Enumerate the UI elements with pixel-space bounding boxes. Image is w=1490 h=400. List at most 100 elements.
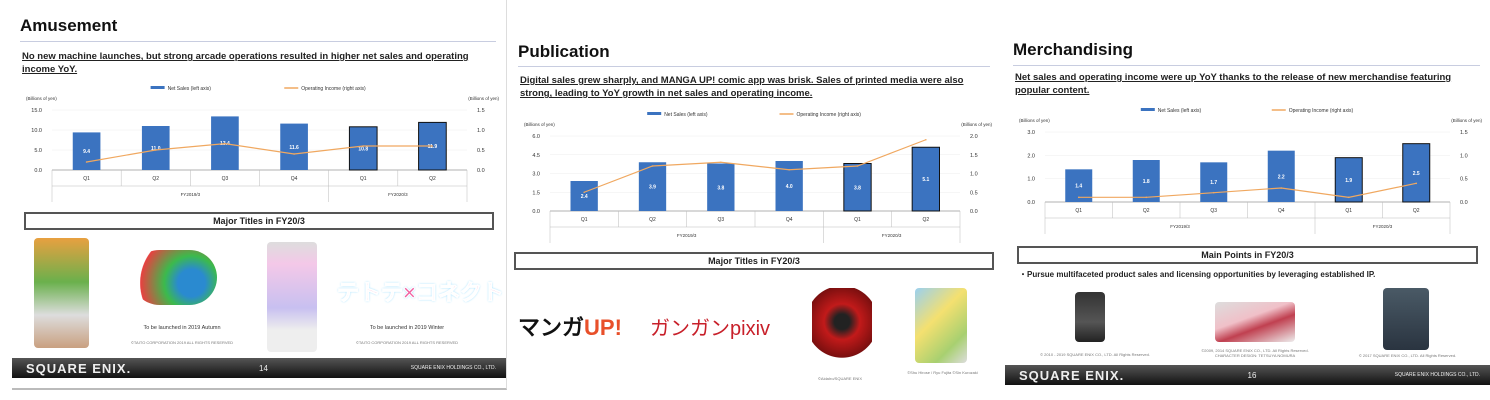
figure-image	[1075, 292, 1105, 342]
point-operating-income	[85, 161, 88, 163]
point-operating-income	[1145, 196, 1148, 199]
x-tick-label: Q3	[1210, 208, 1217, 214]
figure-image	[1383, 288, 1429, 350]
bar-data-label: 3.8	[717, 185, 724, 191]
y-axis-unit: (Billions of yen)	[26, 96, 57, 101]
copyright: ©Shu Hirose / Ryu Fujita ©Sin Kurozaki	[907, 370, 978, 375]
y2-tick-label: 1.5	[970, 153, 978, 159]
y-tick-label: 1.0	[1027, 177, 1035, 183]
bar-data-label: 2.5	[1413, 171, 1420, 177]
y2-tick-label: 0.0	[477, 168, 485, 174]
caption: To be launched in 2019 Winter	[369, 325, 445, 331]
bar-data-label: 9.4	[83, 149, 90, 155]
x-tick-label: Q1	[1075, 208, 1082, 214]
point-operating-income	[651, 165, 654, 167]
y2-tick-label: 2.0	[970, 134, 978, 140]
y-tick-label: 3.0	[532, 172, 540, 178]
bullet-point: ・Pursue multifaceted product sales and l…	[1019, 270, 1376, 279]
y2-tick-label: 1.0	[970, 172, 978, 178]
y2-tick-label: 0.5	[477, 148, 485, 154]
y-tick-label: 6.0	[532, 134, 540, 140]
bar-net-sales	[141, 126, 170, 170]
y-tick-label: 15.0	[31, 108, 42, 114]
bar-net-sales	[1200, 162, 1228, 202]
title-rule	[518, 66, 990, 67]
y2-axis-unit: (Billions of yen)	[1451, 118, 1482, 123]
slide-subtitle: Digital sales grew sharply, and MANGA UP…	[520, 75, 964, 99]
group-label: FY2019/3	[1170, 224, 1190, 229]
legend-label: Net Sales (left axis)	[1158, 108, 1202, 114]
x-tick-label: Q3	[222, 176, 229, 182]
y2-tick-label: 0.0	[1460, 200, 1468, 206]
x-tick-label: Q1	[83, 176, 90, 182]
point-operating-income	[224, 142, 226, 145]
y2-tick-label: 0.0	[970, 209, 978, 215]
group-label: FY2019/3	[677, 233, 697, 238]
game-logo-image	[132, 250, 217, 305]
group-label: FY2020/3	[882, 233, 902, 238]
section-box: Major Titles in FY20/3	[514, 252, 994, 270]
copyright: © 2010 - 2019 SQUARE ENIX CO., LTD. All …	[1040, 352, 1150, 357]
point-operating-income	[583, 191, 585, 194]
y-tick-label: 4.5	[532, 153, 540, 159]
bar-data-label: 1.8	[1143, 179, 1150, 185]
group-label: FY2019/3	[181, 192, 201, 197]
y-tick-label: 0.0	[532, 209, 540, 215]
x-tick-label: Q3	[717, 217, 724, 223]
bar-net-sales	[1334, 157, 1363, 203]
caption: To be launched in 2019 Autumn	[143, 325, 221, 331]
x-tick-label: Q1	[581, 217, 588, 223]
point-operating-income	[856, 165, 859, 167]
point-operating-income	[1347, 196, 1350, 199]
title-rule	[20, 41, 496, 42]
x-tick-label: Q1	[360, 176, 367, 182]
bar-data-label: 5.1	[922, 177, 929, 183]
slide-footer: SQUARE ENIX. 16 SQUARE ENIX HOLDINGS CO.…	[1005, 365, 1490, 385]
bar-data-label: 3.8	[854, 185, 861, 191]
y-axis-unit: (Billions of yen)	[1019, 118, 1050, 123]
x-tick-label: Q4	[786, 217, 793, 223]
section-box: Main Points in FY20/3	[1017, 246, 1478, 264]
bar-data-label: 2.4	[581, 194, 588, 200]
game-logo: テトテ×コネクト	[337, 280, 505, 306]
bar-data-label: 1.7	[1210, 180, 1217, 186]
up-logo-text: UP!	[584, 315, 622, 340]
x-tick-label: Q4	[291, 176, 298, 182]
copyright: © 2017 SQUARE ENIX CO., LTD. All Rights …	[1358, 353, 1457, 358]
bar-net-sales	[843, 163, 872, 212]
title-rule	[1013, 65, 1480, 66]
point-operating-income	[1280, 187, 1283, 189]
point-operating-income	[1212, 191, 1215, 194]
y2-tick-label: 0.5	[1460, 177, 1468, 183]
bar-data-label: 10.8	[358, 146, 368, 152]
x-tick-label: Q4	[1278, 208, 1285, 214]
legend-swatch-net-sales	[150, 86, 165, 89]
bar-data-label: 2.2	[1278, 174, 1285, 180]
square-enix-logo: SQUARE ENIX.	[26, 361, 132, 376]
slide-title: Merchandising	[1013, 40, 1133, 59]
y-tick-label: 5.0	[34, 148, 42, 154]
y-axis-unit: (Billions of yen)	[524, 122, 555, 127]
slide-title: Amusement	[20, 16, 118, 35]
amusement-chart: Net Sales (left axis) Operating Income (r…	[26, 86, 499, 202]
legend-label: Operating Income (right axis)	[301, 86, 366, 92]
bar-data-label: 11.6	[289, 145, 299, 151]
arcade-machine-image	[34, 238, 89, 348]
merchandising-chart: Net Sales (left axis) Operating Income (r…	[1019, 108, 1482, 234]
point-operating-income	[293, 153, 295, 155]
point-operating-income	[431, 145, 434, 147]
x-tick-label: Q2	[1413, 208, 1420, 214]
slide-footer: SQUARE ENIX. 14 SQUARE ENIX HOLDINGS CO.…	[12, 358, 506, 378]
x-tick-label: Q2	[429, 176, 436, 182]
bar-data-label: 11.9	[428, 144, 438, 150]
copyright: ©2009, 2014 SQUARE ENIX CO., LTD. All Ri…	[1201, 348, 1309, 358]
crane-machine-image	[267, 242, 317, 352]
group-label: FY2020/3	[388, 192, 408, 197]
copyright: ©TAITO CORPORATION 2019 ALL RIGHTS RESER…	[130, 340, 234, 345]
copyright: ©TAITO CORPORATION 2019 ALL RIGHTS RESER…	[355, 340, 459, 345]
bar-data-label: 1.9	[1345, 178, 1352, 184]
figure-image	[1215, 302, 1295, 342]
manga-logo-text: マンガ	[518, 315, 585, 340]
y2-tick-label: 0.5	[970, 190, 978, 196]
x-tick-label: Q2	[1143, 208, 1150, 214]
